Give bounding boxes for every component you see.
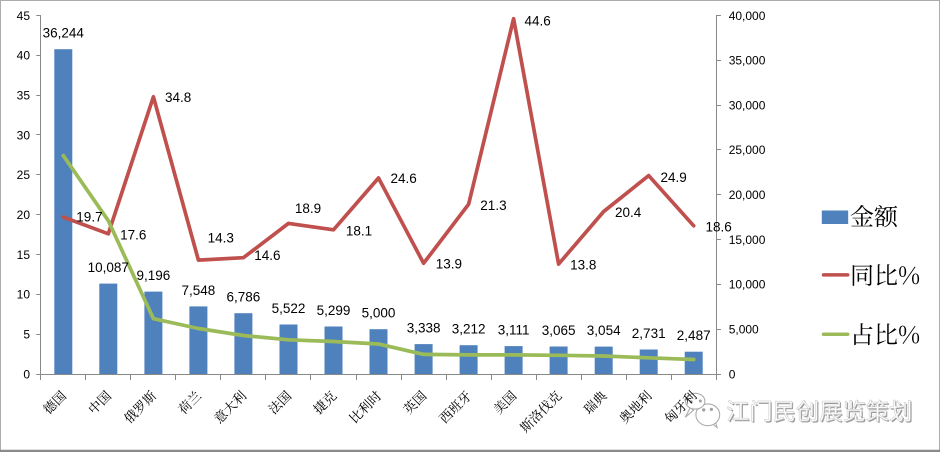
svg-text:9,196: 9,196 [137,268,171,283]
svg-text:3,212: 3,212 [452,322,486,337]
svg-text:44.6: 44.6 [525,14,551,29]
svg-text:3,338: 3,338 [407,321,441,336]
svg-text:5,299: 5,299 [317,303,351,318]
svg-text:36,244: 36,244 [43,26,85,41]
svg-text:25: 25 [17,168,31,182]
svg-text:6,786: 6,786 [227,290,261,305]
svg-text:14.3: 14.3 [208,231,234,246]
svg-text:40: 40 [17,49,31,63]
svg-text:10: 10 [17,288,31,302]
svg-text:24.6: 24.6 [391,171,417,186]
svg-text:15: 15 [17,248,31,262]
svg-text:3,111: 3,111 [498,323,530,338]
svg-text:5,000: 5,000 [729,323,759,337]
svg-text:20: 20 [17,208,31,222]
svg-text:13.9: 13.9 [436,256,462,271]
svg-text:30,000: 30,000 [729,98,766,112]
svg-text:13.8: 13.8 [570,257,596,272]
svg-text:25,000: 25,000 [729,143,766,157]
svg-text:17.6: 17.6 [120,227,146,242]
svg-text:14.6: 14.6 [254,248,280,263]
svg-text:7,548: 7,548 [182,283,216,298]
svg-text:5,522: 5,522 [272,301,306,316]
svg-text:5,000: 5,000 [362,306,396,321]
svg-text:10,087: 10,087 [88,260,129,275]
svg-text:35,000: 35,000 [729,54,766,68]
svg-text:0: 0 [729,367,736,381]
svg-text:20.4: 20.4 [615,205,642,220]
svg-text:2,731: 2,731 [632,326,666,341]
svg-text:21.3: 21.3 [480,198,506,213]
svg-text:24.9: 24.9 [661,170,687,185]
svg-text:18.6: 18.6 [706,219,732,234]
svg-text:20,000: 20,000 [729,188,766,202]
svg-text:0: 0 [23,367,30,381]
svg-text:15,000: 15,000 [729,233,766,247]
svg-text:18.9: 18.9 [295,201,321,216]
svg-text:18.1: 18.1 [346,223,372,238]
svg-text:2,487: 2,487 [677,328,711,343]
svg-text:3,065: 3,065 [542,323,576,338]
svg-text:40,000: 40,000 [729,9,766,23]
svg-text:45: 45 [17,9,31,23]
svg-text:5: 5 [23,328,30,342]
svg-text:34.8: 34.8 [165,90,191,105]
svg-text:30: 30 [17,128,31,142]
svg-text:10,000: 10,000 [729,278,766,292]
svg-text:19.7: 19.7 [76,210,102,225]
svg-text:3,054: 3,054 [587,323,621,338]
svg-text:35: 35 [17,89,31,103]
